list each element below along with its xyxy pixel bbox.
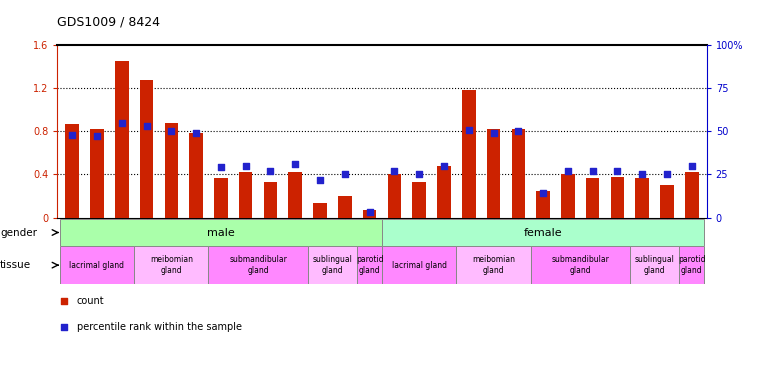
Point: [115, 120, 128, 126]
Bar: [660, 185, 674, 218]
Point: [264, 168, 277, 174]
Point: [66, 132, 78, 138]
Point: [388, 168, 400, 174]
Bar: [239, 172, 252, 217]
Text: submandibular
gland: submandibular gland: [229, 255, 287, 275]
Bar: [338, 196, 351, 217]
Text: lacrimal gland: lacrimal gland: [70, 261, 125, 270]
Bar: [164, 123, 178, 218]
Point: [141, 123, 153, 129]
Bar: [289, 172, 302, 217]
Point: [215, 165, 227, 171]
Bar: [90, 129, 104, 218]
Text: male: male: [207, 228, 235, 237]
Bar: [561, 174, 575, 217]
Bar: [214, 178, 228, 218]
Point: [463, 126, 475, 132]
Point: [537, 190, 549, 196]
Bar: [60, 246, 134, 284]
Point: [338, 171, 351, 177]
Point: [435, 192, 447, 198]
Bar: [685, 172, 698, 217]
Bar: [382, 246, 456, 284]
Bar: [140, 80, 154, 218]
Bar: [115, 61, 128, 217]
Point: [562, 168, 574, 174]
Bar: [189, 134, 203, 218]
Bar: [610, 177, 624, 218]
Point: [240, 163, 252, 169]
Point: [91, 134, 103, 140]
Bar: [413, 182, 426, 218]
Bar: [487, 129, 500, 218]
Bar: [358, 246, 382, 284]
Bar: [586, 178, 600, 218]
Text: sublingual
gland: sublingual gland: [635, 255, 675, 275]
Text: meibomian
gland: meibomian gland: [472, 255, 515, 275]
Bar: [66, 124, 79, 218]
Bar: [382, 219, 704, 246]
Text: submandibular
gland: submandibular gland: [552, 255, 609, 275]
Text: meibomian
gland: meibomian gland: [150, 255, 193, 275]
Bar: [308, 246, 358, 284]
Bar: [456, 246, 531, 284]
Text: GDS1009 / 8424: GDS1009 / 8424: [57, 15, 160, 28]
Point: [364, 209, 376, 215]
Point: [413, 171, 426, 177]
Point: [636, 171, 649, 177]
Point: [289, 161, 301, 167]
Text: lacrimal gland: lacrimal gland: [392, 261, 447, 270]
Text: percentile rank within the sample: percentile rank within the sample: [76, 322, 241, 332]
Point: [190, 130, 202, 136]
Text: parotid
gland: parotid gland: [678, 255, 706, 275]
Text: parotid
gland: parotid gland: [356, 255, 384, 275]
Bar: [209, 246, 308, 284]
Text: gender: gender: [0, 228, 37, 237]
Point: [611, 168, 623, 174]
Bar: [60, 219, 382, 246]
Bar: [512, 129, 525, 218]
Bar: [313, 204, 327, 218]
Bar: [531, 246, 630, 284]
Point: [661, 171, 673, 177]
Bar: [462, 90, 475, 218]
Bar: [636, 178, 649, 218]
Bar: [536, 190, 550, 217]
Bar: [134, 246, 209, 284]
Bar: [679, 246, 704, 284]
Bar: [387, 174, 401, 217]
Text: tissue: tissue: [0, 260, 31, 270]
Bar: [437, 166, 451, 218]
Point: [686, 163, 698, 169]
Point: [587, 168, 599, 174]
Point: [487, 130, 500, 136]
Point: [438, 163, 450, 169]
Text: count: count: [76, 296, 105, 306]
Bar: [264, 182, 277, 218]
Text: female: female: [524, 228, 562, 237]
Text: sublingual
gland: sublingual gland: [312, 255, 352, 275]
Point: [314, 177, 326, 183]
Bar: [630, 246, 679, 284]
Bar: [363, 210, 377, 218]
Point: [512, 128, 524, 134]
Point: [165, 128, 177, 134]
